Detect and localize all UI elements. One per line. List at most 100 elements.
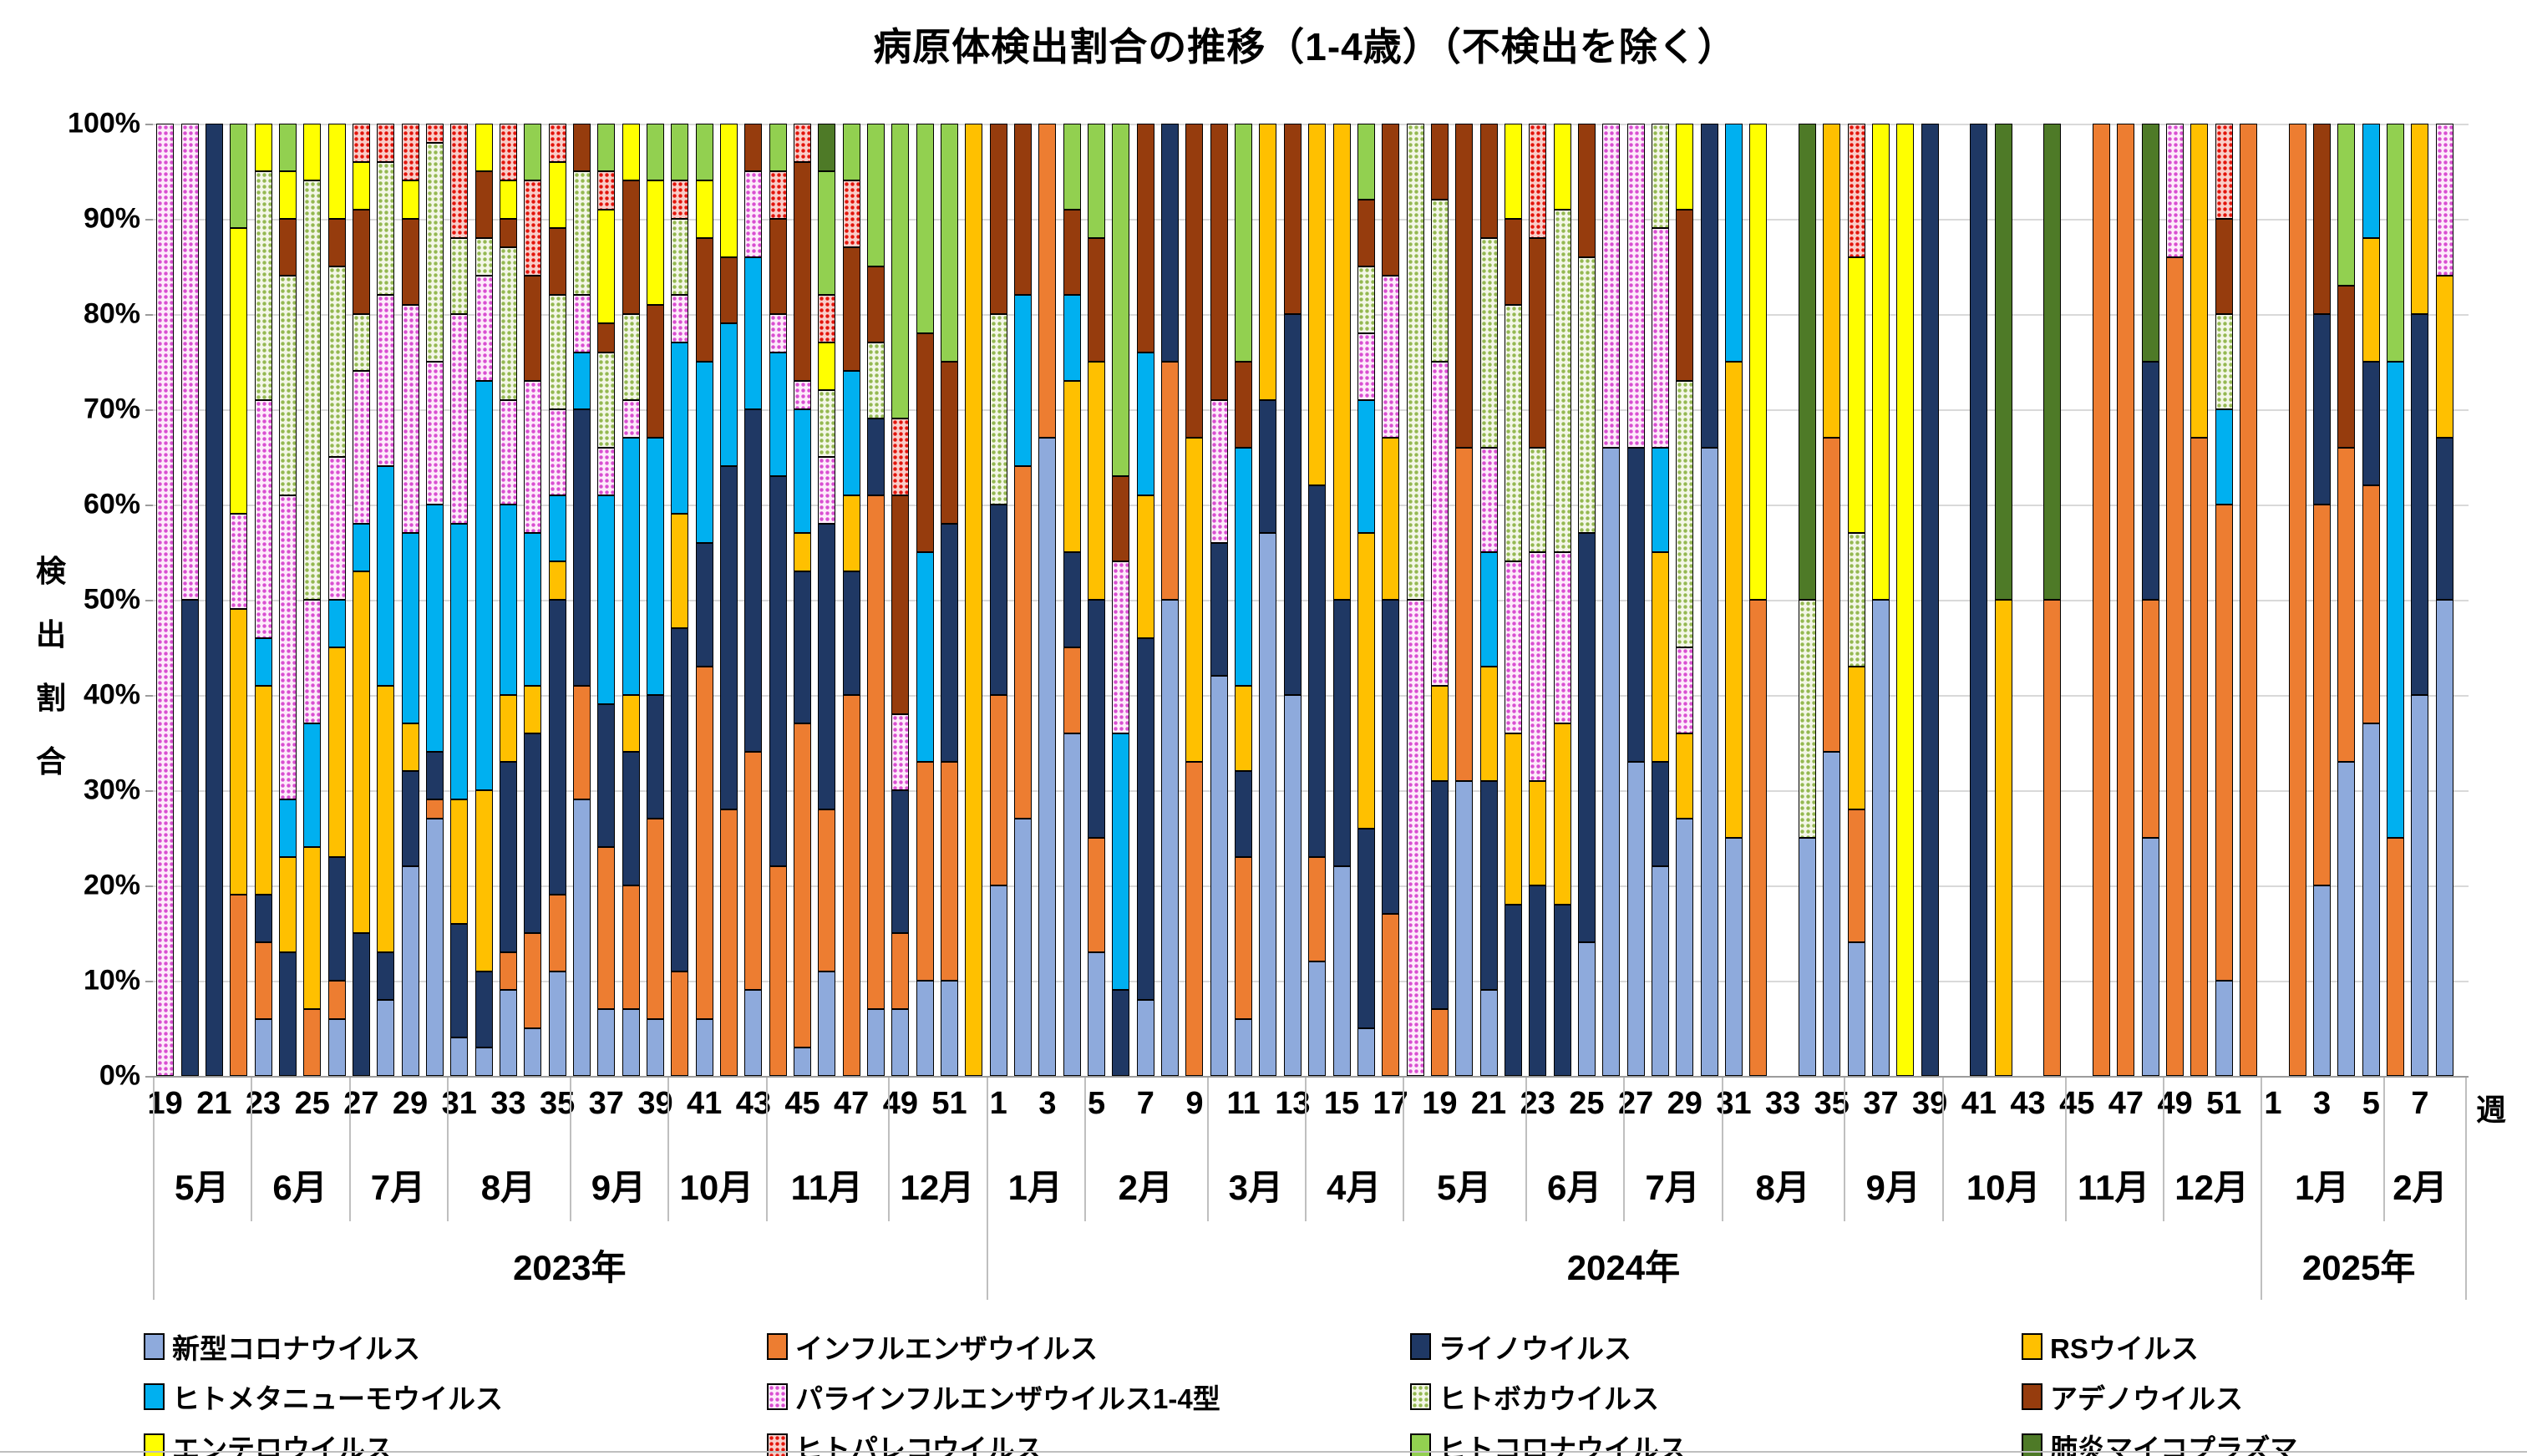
bar-segment-RSウイルス [2362, 238, 2380, 362]
month-label-12月-7: 12月 [900, 1168, 975, 1207]
bar-segment-ヒトパレコウイルス [450, 124, 468, 238]
x-axis-line [153, 1076, 2469, 1078]
bar-segment-新型コロナウイルス [426, 819, 444, 1076]
bar-segment-エンテロウイルス [1896, 124, 1914, 1076]
bar-segment-ライノウイルス [720, 466, 738, 809]
bar-segment-ヒトボカウイルス [1554, 210, 1571, 552]
bar-segment-ヒトパレコウイルス [794, 124, 811, 162]
y-tick-label: 60% [83, 488, 140, 520]
bar-segment-新型コロナウイルス [524, 1028, 541, 1076]
bar-segment-インフルエンザウイルス [255, 942, 272, 1019]
bar-segment-ライノウイルス [450, 924, 468, 1037]
bar-segment-エンテロウイルス [1749, 124, 1767, 600]
bar-segment-RSウイルス [622, 695, 640, 752]
bar-segment-パラインフルエンザウイルス1-4型 [573, 295, 591, 353]
legend-swatch-icon [2022, 1333, 2042, 1360]
bar-segment-ヒトメタニューモウイルス [2362, 124, 2380, 238]
bar-segment-インフルエンザウイルス [2215, 505, 2233, 981]
bar-segment-RSウイルス [230, 609, 247, 895]
bar-segment-インフルエンザウイルス [2043, 600, 2061, 1076]
bar-segment-ヒトパレコウイルス [597, 171, 615, 210]
week-label-2023-47: 47 [834, 1086, 870, 1121]
month-label-6月-1: 6月 [272, 1168, 327, 1207]
bar-segment-RSウイルス [549, 561, 566, 600]
month-divider [1844, 1078, 1846, 1221]
legend-swatch-icon [767, 1333, 788, 1360]
y-tick-0% [145, 1076, 153, 1078]
bar-segment-ライノウイルス [549, 600, 566, 895]
bar-segment-パラインフルエンザウイルス1-4型 [426, 362, 444, 505]
y-tick-label: 10% [83, 964, 140, 997]
bar-segment-新型コロナウイルス [1578, 942, 1596, 1076]
bar-segment-ヒトメタニューモウイルス [720, 323, 738, 466]
bar-segment-パラインフルエンザウイルス1-4型 [1480, 448, 1498, 552]
bar-segment-アデノウイルス [328, 219, 346, 266]
bar-segment-ライノウイルス [1284, 314, 1302, 695]
bar-segment-ヒトボカウイルス [500, 247, 517, 400]
bar-segment-パラインフルエンザウイルス1-4型 [622, 400, 640, 438]
bar-segment-新型コロナウイルス [1137, 1000, 1154, 1076]
bar-segment-インフルエンザウイルス [2117, 124, 2134, 1076]
bar-segment-ヒトメタニューモウイルス [524, 533, 541, 686]
bar-segment-ヒトパレコウイルス [377, 124, 394, 162]
bar-segment-ヒトメタニューモウイルス [916, 552, 934, 762]
bar-segment-インフルエンザウイルス [1749, 600, 1767, 1076]
y-tick-80% [145, 314, 153, 316]
bar-segment-アデノウイルス [1185, 124, 1203, 438]
y-tick-40% [145, 695, 153, 697]
bar-segment-新型コロナウイルス [1872, 600, 1890, 1076]
bar-segment-インフルエンザウイルス [990, 695, 1007, 885]
week-label-2024-35: 35 [1814, 1086, 1850, 1121]
month-label-3月-10: 3月 [1228, 1168, 1283, 1207]
bar-segment-RSウイルス [1995, 600, 2012, 1076]
bar-segment-RSウイルス [475, 790, 493, 972]
bar-segment-エンテロウイルス [1505, 124, 1522, 219]
month-label-5月-0: 5月 [174, 1168, 230, 1207]
bar-segment-インフルエンザウイルス [1161, 362, 1179, 600]
bar-segment-ヒトボカウイルス [1652, 124, 1669, 228]
bar-segment-パラインフルエンザウイルス1-4型 [1407, 600, 1424, 1076]
bar-segment-インフルエンザウイルス [2387, 838, 2404, 1076]
bar-segment-ライノウイルス [1235, 771, 1252, 857]
bar-segment-新型コロナウイルス [597, 1009, 615, 1076]
bar-segment-新型コロナウイルス [573, 799, 591, 1076]
bar-segment-ライノウイルス [353, 933, 370, 1076]
bar-segment-ヒトパレコウイルス [843, 180, 860, 247]
chart-title: 病原体検出割合の推移（1-4歳）（不検出を除く） [873, 25, 1737, 68]
bar-segment-エンテロウイルス [696, 180, 713, 238]
week-label-2024-39: 39 [1912, 1086, 1948, 1121]
bar-segment-アデノウイルス [990, 124, 1007, 314]
month-label-9月-4: 9月 [591, 1168, 647, 1207]
month-divider [2162, 1078, 2164, 1221]
bar-segment-RSウイルス [255, 686, 272, 895]
bar-segment-ヒトボカウイルス [426, 143, 444, 362]
bar-segment-ライノウイルス [2142, 362, 2159, 600]
month-label-10月-17: 10月 [1966, 1168, 2041, 1207]
bar-segment-アデノウイルス [1284, 124, 1302, 314]
bar-segment-インフルエンザウイルス [2142, 600, 2159, 838]
bar-segment-RSウイルス [1382, 438, 1399, 600]
bar-segment-RSウイルス [1259, 124, 1276, 400]
legend-label: ライノウイルス [1439, 1333, 1631, 1364]
bar-segment-パラインフルエンザウイルス1-4型 [524, 381, 541, 533]
bar-segment-ライノウイルス [279, 952, 297, 1076]
bar-segment-インフルエンザウイルス [2190, 438, 2208, 1076]
bar-segment-RSウイルス [1308, 124, 1326, 485]
bar-segment-インフルエンザウイルス [671, 972, 688, 1076]
bar-segment-パラインフルエンザウイルス1-4型 [156, 124, 174, 1076]
y-tick-20% [145, 885, 153, 887]
bar-segment-RSウイルス [1505, 733, 1522, 905]
bar-segment-ライノウイルス [843, 571, 860, 695]
bar-segment-エンテロウイルス [402, 180, 419, 219]
bar-segment-ヒトメタニューモウイルス [769, 353, 787, 476]
bar-segment-アデノウイルス [1088, 238, 1105, 362]
bar-segment-ライノウイルス [2436, 438, 2453, 600]
bar-segment-ヒトメタニューモウイルス [255, 638, 272, 686]
bar-segment-新型コロナウイルス [696, 1019, 713, 1076]
bar-segment-パラインフルエンザウイルス1-4型 [1357, 333, 1375, 400]
month-label-2月-9: 2月 [1118, 1168, 1173, 1207]
bar-segment-アデノウイルス [1014, 124, 1032, 295]
bar-segment-インフルエンザウイルス [303, 1009, 321, 1076]
bar-segment-新型コロナウイルス [2337, 762, 2355, 1076]
bar-segment-新型コロナウイルス [2313, 885, 2331, 1076]
